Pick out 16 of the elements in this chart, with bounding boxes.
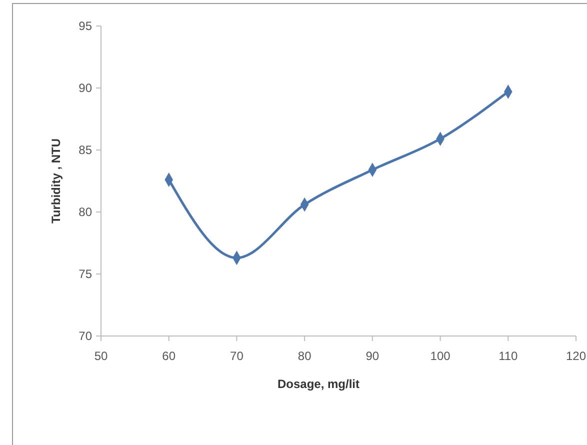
y-tick-label: 90 <box>78 81 92 96</box>
x-tick-label: 100 <box>430 349 451 363</box>
x-axis-title: Dosage, mg/lit <box>277 377 360 391</box>
y-tick-label: 80 <box>78 205 92 220</box>
x-tick-label: 60 <box>162 349 176 363</box>
y-tick-label: 75 <box>78 267 92 282</box>
y-tick-label: 95 <box>78 19 92 34</box>
y-tick-label: 85 <box>78 143 92 158</box>
x-tick-label: 80 <box>298 349 312 363</box>
x-tick-label: 110 <box>498 349 518 363</box>
y-axis-title: Turbidity , NTU <box>49 138 63 224</box>
y-tick-label: 70 <box>78 329 92 344</box>
x-tick-label: 70 <box>230 349 244 363</box>
x-tick-label: 90 <box>366 349 380 363</box>
x-tick-label: 120 <box>566 349 586 363</box>
x-tick-label: 50 <box>94 349 108 363</box>
